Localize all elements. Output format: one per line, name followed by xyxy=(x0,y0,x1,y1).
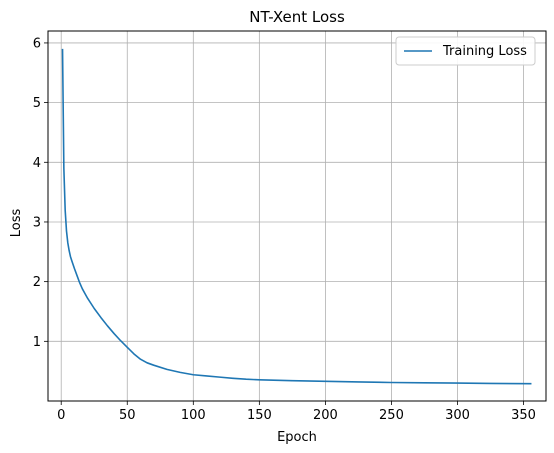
y-tick-label: 5 xyxy=(33,96,41,111)
x-tick-label: 350 xyxy=(511,408,536,423)
x-tick-label: 200 xyxy=(313,408,338,423)
legend-label: Training Loss xyxy=(442,44,527,59)
grid-lines xyxy=(48,31,546,401)
x-axis-title: Epoch xyxy=(277,430,317,445)
y-axis-title: Loss xyxy=(9,209,24,238)
series-line-training-loss xyxy=(61,48,532,385)
x-tick-label: 0 xyxy=(57,408,65,423)
x-tick-label: 150 xyxy=(247,408,272,423)
axis-ticks: 0 50 100 150 200 250 300 350 1 2 3 4 5 6 xyxy=(33,36,536,423)
y-tick-label: 3 xyxy=(33,215,41,230)
legend: Training Loss xyxy=(395,36,536,66)
y-tick-label: 4 xyxy=(33,156,41,171)
legend-box xyxy=(395,36,536,66)
y-tick-label: 2 xyxy=(33,275,41,290)
x-tick-label: 250 xyxy=(379,408,404,423)
y-tick-label: 1 xyxy=(33,335,41,350)
x-tick-label: 100 xyxy=(181,408,206,423)
x-tick-label: 300 xyxy=(445,408,470,423)
series-layer xyxy=(61,48,532,385)
x-tick-label: 50 xyxy=(119,408,136,423)
plot-area-frame xyxy=(47,30,547,402)
chart-title: NT-Xent Loss xyxy=(249,8,345,26)
y-tick-label: 6 xyxy=(33,36,41,51)
